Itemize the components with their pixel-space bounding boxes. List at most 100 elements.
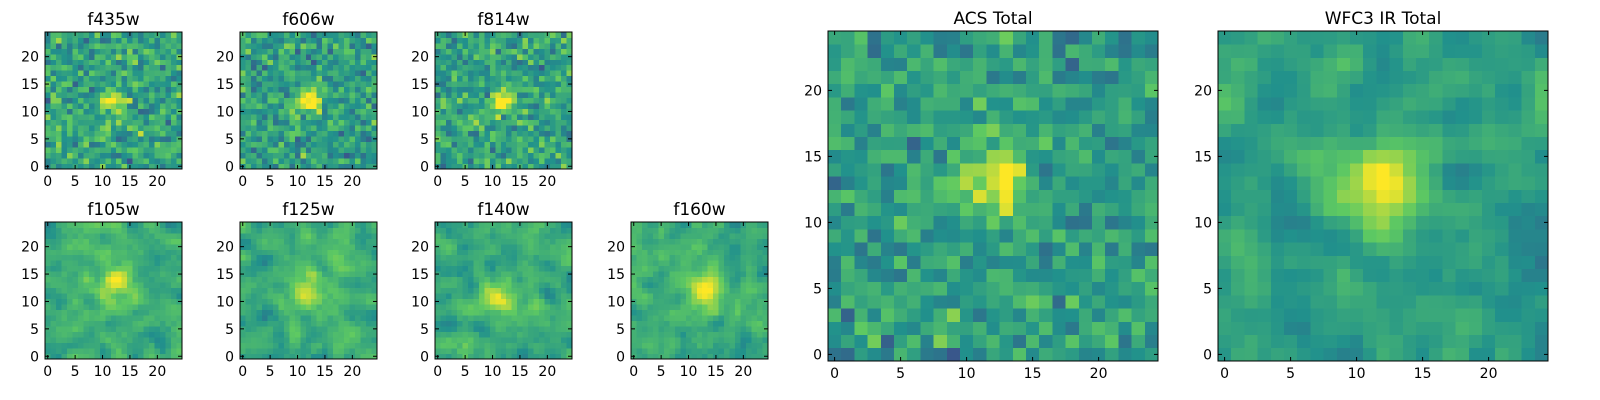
heatmap-cell [261,227,268,234]
heatmap-cell [566,42,573,49]
heatmap-cell [561,37,567,44]
heatmap-cell [289,70,296,77]
heatmap-cell [83,353,90,360]
x-tick-label: 20 [734,364,752,380]
heatmap-cell [1039,321,1053,335]
heatmap-cell [1131,308,1146,322]
heatmap-cell [289,348,296,354]
heatmap-cell [88,337,95,343]
heatmap-cell [751,293,758,300]
heatmap-cell [250,238,257,245]
heatmap-cell [467,32,474,38]
heatmap-cell [240,125,246,131]
heatmap-cell [338,227,345,234]
heatmap-cell [366,331,372,338]
heatmap-cell [663,238,670,245]
heatmap-cell [528,243,534,250]
heatmap-cell [256,243,263,250]
heatmap-cell [272,260,279,267]
heatmap-cell [77,331,84,338]
heatmap-cell [636,342,643,349]
heatmap-cell [691,254,698,261]
heatmap-cell [333,260,339,267]
heatmap-cell [77,64,84,71]
heatmap-cell [680,298,687,305]
heatmap-cell [165,158,172,164]
heatmap-cell [138,64,144,71]
heatmap-cell [539,348,545,354]
heatmap-cell [267,119,274,126]
heatmap-cell [105,37,112,44]
heatmap-cell [933,268,948,283]
heatmap-cell [658,342,665,349]
heatmap-cell [713,315,720,321]
heatmap-cell [366,227,372,234]
heatmap-cell [500,348,507,354]
heatmap-cell [305,141,312,148]
heatmap-cell [707,287,714,294]
heatmap-cell [127,152,134,159]
heatmap-cell [702,249,709,256]
heatmap-cell [550,64,556,71]
heatmap-cell [311,320,318,327]
heatmap-cell [517,59,524,66]
heatmap-cell [360,254,367,261]
heatmap-cell [1092,321,1106,335]
heatmap-cell [176,222,183,228]
heatmap-cell [451,249,458,256]
heatmap-cell [50,147,57,153]
heatmap-cell [338,32,345,38]
heatmap-cell [685,271,692,278]
heatmap-cell [245,227,252,234]
heatmap-cell [517,249,524,256]
heatmap-cell [171,119,177,126]
heatmap-cell [718,304,725,311]
heatmap-cell [544,64,551,71]
heatmap-cell [489,276,496,283]
heatmap-cell [61,97,68,104]
heatmap-cell [72,287,79,294]
x-tick-label: 10 [289,174,307,190]
heatmap-cell [631,276,637,283]
heatmap-cell [278,254,285,261]
heatmap-cell [289,326,296,332]
heatmap-cell [707,309,714,316]
heatmap-cell [88,254,95,261]
heatmap-cell [550,70,556,77]
heatmap-cell [127,125,134,131]
heatmap-cell [484,238,491,245]
heatmap-cell [478,114,485,121]
heatmap-cell [72,141,79,148]
heatmap-cell [555,163,562,170]
heatmap-cell [467,287,474,294]
heatmap-cell [674,254,681,261]
heatmap-cell [539,298,545,305]
heatmap-cell [289,97,296,104]
y-tick-label: 10 [21,104,39,120]
heatmap-cell [294,125,301,131]
heatmap-cell [735,238,741,245]
heatmap-cell [539,37,545,44]
heatmap-cell [272,282,279,289]
heatmap-cell [440,163,447,170]
heatmap-cell [171,125,177,131]
heatmap-cell [440,108,447,115]
heatmap-cell [371,276,378,283]
heatmap-cell [127,114,134,121]
heatmap-cell [484,331,491,338]
heatmap-cell [478,141,485,148]
heatmap-cell [322,331,329,338]
heatmap-cell [533,64,540,71]
heatmap-cell [920,202,934,217]
heatmap-cell [105,298,112,305]
heatmap-cell [344,86,350,93]
heatmap-cell [550,309,556,316]
heatmap-cell [121,326,128,332]
heatmap-cell [685,282,692,289]
heatmap-cell [517,276,524,283]
heatmap-cell [528,152,534,159]
heatmap-cell [61,348,68,354]
heatmap-cell [511,243,518,250]
heatmap-cell [289,59,296,66]
heatmap-cell [528,48,534,55]
